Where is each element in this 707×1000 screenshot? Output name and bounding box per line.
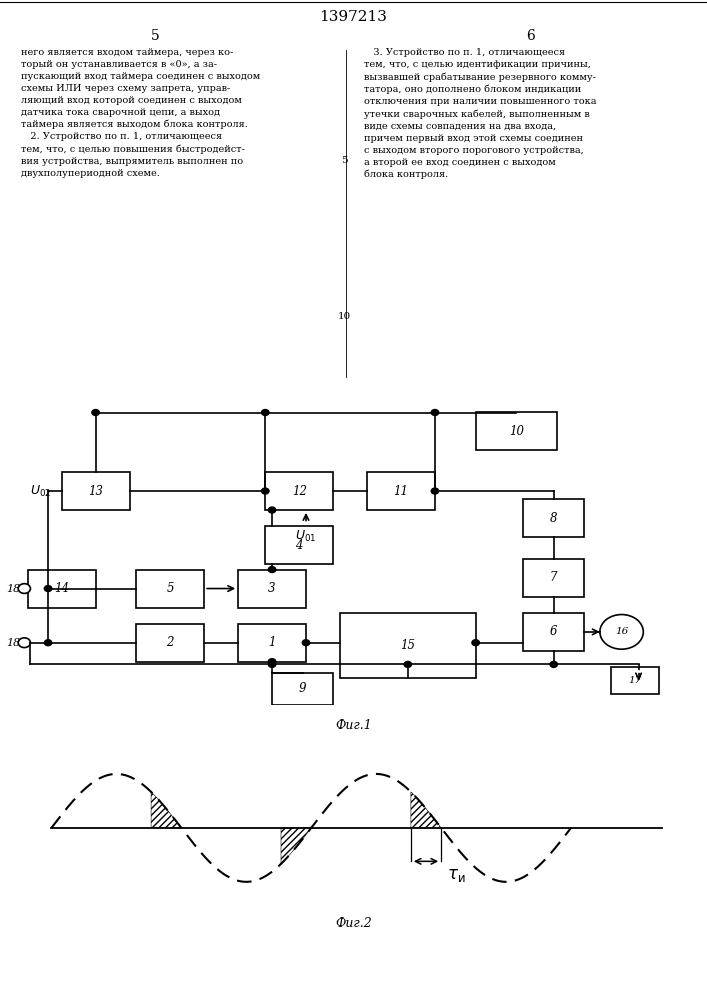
Text: 11: 11 <box>394 485 409 498</box>
Text: Фиг.1: Фиг.1 <box>335 719 372 732</box>
Text: $\tau_{\rm и}$: $\tau_{\rm и}$ <box>447 867 465 884</box>
Text: Фиг.2: Фиг.2 <box>335 917 372 930</box>
Circle shape <box>269 507 276 513</box>
Text: 3: 3 <box>268 582 276 595</box>
Text: 10: 10 <box>338 312 351 321</box>
Circle shape <box>18 638 30 648</box>
Circle shape <box>262 488 269 494</box>
Text: 5: 5 <box>151 29 160 43</box>
Text: 7: 7 <box>550 571 558 584</box>
Bar <box>272 672 333 705</box>
Circle shape <box>431 488 438 494</box>
Circle shape <box>92 410 99 415</box>
Circle shape <box>269 567 276 573</box>
Bar <box>28 570 95 607</box>
Circle shape <box>269 659 276 665</box>
Text: 8: 8 <box>550 512 558 525</box>
Text: 17: 17 <box>629 676 642 685</box>
Bar <box>367 472 435 510</box>
Text: 12: 12 <box>292 485 307 498</box>
Text: 2: 2 <box>166 636 174 649</box>
Text: $U_{01}$: $U_{01}$ <box>296 529 317 544</box>
Bar <box>523 559 584 597</box>
Bar <box>523 613 584 651</box>
Text: 4: 4 <box>296 539 303 552</box>
Text: 3. Устройство по п. 1, отличающееся
тем, что, с целью идентификации причины,
выз: 3. Устройство по п. 1, отличающееся тем,… <box>364 48 597 179</box>
Circle shape <box>550 661 557 667</box>
Text: 14: 14 <box>54 582 69 595</box>
Circle shape <box>303 640 310 646</box>
Text: 18: 18 <box>6 584 21 594</box>
Bar <box>265 526 333 564</box>
Text: 13: 13 <box>88 485 103 498</box>
Text: 5: 5 <box>341 156 348 165</box>
Circle shape <box>45 640 52 646</box>
Circle shape <box>600 615 643 649</box>
Text: 15: 15 <box>400 639 415 652</box>
Text: 6: 6 <box>526 29 534 43</box>
Bar <box>136 624 204 662</box>
Text: 16: 16 <box>615 627 629 636</box>
Text: 10: 10 <box>509 425 524 438</box>
Text: него является входом таймера, через ко-
торый он устанавливается в «0», а за-
пу: него является входом таймера, через ко- … <box>21 48 260 178</box>
Bar <box>62 472 129 510</box>
Bar <box>238 570 306 607</box>
Circle shape <box>45 586 52 592</box>
Circle shape <box>262 410 269 415</box>
Circle shape <box>472 640 479 646</box>
Bar <box>612 667 659 694</box>
Text: 18: 18 <box>6 638 21 648</box>
Circle shape <box>18 584 30 593</box>
Bar <box>523 499 584 537</box>
Bar <box>136 570 204 607</box>
Text: 1397213: 1397213 <box>320 10 387 24</box>
Bar <box>238 624 306 662</box>
Text: $U_{02}$: $U_{02}$ <box>30 483 52 499</box>
Text: 9: 9 <box>299 682 306 695</box>
Circle shape <box>404 661 411 667</box>
Bar <box>265 472 333 510</box>
Bar <box>340 613 476 678</box>
Text: 1: 1 <box>268 636 276 649</box>
Text: 5: 5 <box>166 582 174 595</box>
Circle shape <box>431 410 438 415</box>
Circle shape <box>269 661 276 667</box>
Text: 6: 6 <box>550 625 558 638</box>
Bar <box>476 412 557 450</box>
